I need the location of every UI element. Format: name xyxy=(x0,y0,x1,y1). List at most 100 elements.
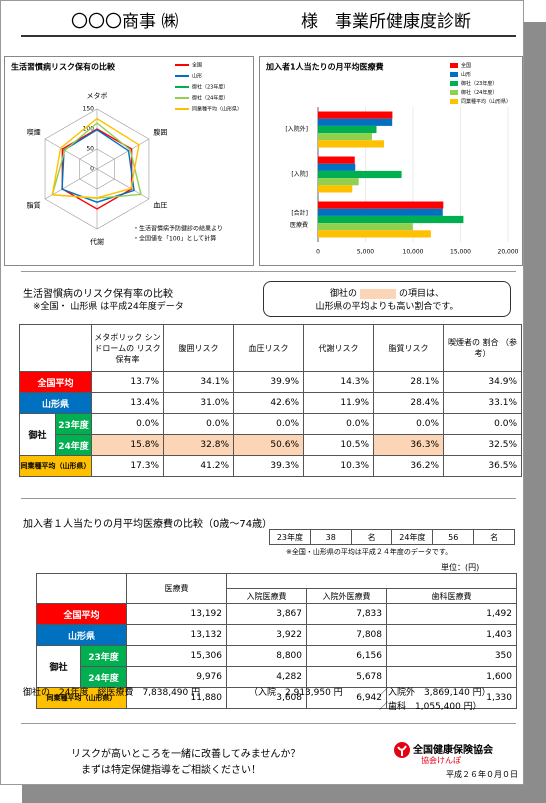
bar xyxy=(318,125,377,134)
header-cell: 歯科医療費 xyxy=(386,588,517,604)
count-cell: 24年度 xyxy=(391,529,434,545)
table-cell: 36.5% xyxy=(443,455,522,477)
table-row: 御社 23年度 15,306 8,800 6,156 350 xyxy=(36,645,517,688)
header-cell: 代謝リスク xyxy=(303,324,374,372)
table-row: 山形県 13.4% 31.0% 42.6% 11.9% 28.4% 33.1% xyxy=(19,392,522,414)
table-row: 御社 23年度 0.0% 0.0% 0.0% 0.0% 0.0% 0.0% xyxy=(19,413,522,456)
table-cell: 13,192 xyxy=(126,603,227,625)
table-cell: 1,492 xyxy=(386,603,517,625)
chart-note: ・全国値を「100」として計算 xyxy=(133,235,216,243)
table-row: 24年度 9,976 4,282 5,678 1,600 xyxy=(37,666,517,688)
bar xyxy=(318,178,359,186)
legend-label: 同業種平均（山形県） xyxy=(461,98,511,105)
chart-note: ・生活習慣病予防健診の結果より xyxy=(133,225,223,233)
table-cell: 0.0% xyxy=(373,413,444,435)
section-title: 加入者１人当たりの月平均医療費の比較（0歳～74歳） xyxy=(23,519,273,530)
table-cell: 0.0% xyxy=(303,413,374,435)
legend-label: 御社（23年度） xyxy=(192,84,228,91)
legend-text: 山形県の平均よりも高い割合です。 xyxy=(315,302,459,312)
table-cell: 3,867 xyxy=(226,603,307,625)
legend-label: 全国 xyxy=(461,62,471,69)
bar xyxy=(318,201,444,209)
axis-line xyxy=(44,168,98,200)
radar-panel: 生活習慣病リスク保有の比較 0 50 100 150 メタボ 腹囲 血圧 代謝 脂質 喫煙 全国 山形御… xyxy=(4,56,254,266)
header-rule xyxy=(21,35,516,37)
table-cell: 1,330 xyxy=(386,687,517,709)
header-cell: メタボリック シンドロームの リスク保有率 xyxy=(91,324,164,372)
footer-text: リスクが高いところを一緒に改善してみませんか？ xyxy=(71,749,301,760)
row-label: 全国平均 xyxy=(36,603,127,625)
section-rule xyxy=(21,271,516,272)
row-label: 全国平均 xyxy=(19,371,92,393)
table-cell: 36.3% xyxy=(373,434,444,456)
table-cell: 350 xyxy=(386,645,517,667)
table-cell: 39.3% xyxy=(233,455,304,477)
category-label: 脂質 xyxy=(27,201,41,210)
table-cell: 3,922 xyxy=(226,624,307,646)
category-label: メタボ xyxy=(87,91,108,100)
section-note: ※全国・ 山形県 は平成24年度データ xyxy=(33,302,184,312)
bar xyxy=(318,140,384,148)
x-tick-label: 5,000 xyxy=(357,249,374,256)
table-cell: 33.1% xyxy=(443,392,522,414)
date: 平成２６年０月０日 xyxy=(446,770,518,779)
axis-line xyxy=(44,138,98,170)
table-row: 全国平均 13,192 3,867 7,833 1,492 xyxy=(36,603,517,625)
table-cell: 3,608 xyxy=(226,687,307,709)
legend-swatch xyxy=(450,99,458,104)
header-cell xyxy=(226,573,517,589)
legend-swatch xyxy=(450,72,458,77)
count-cell: 56 xyxy=(432,529,475,545)
x-tick-label: 20,000 xyxy=(498,249,519,256)
legend-swatch xyxy=(450,90,458,95)
risk-table: メタボリック シンドロームの リスク保有率 腹囲リスク 血圧リスク 代謝リスク 脂質リス… xyxy=(19,324,522,477)
table-cell: 50.6% xyxy=(233,434,304,456)
table-cell: 10.5% xyxy=(303,434,374,456)
r-tick-label: 0 xyxy=(90,166,94,173)
row-label: 同業種平均（山形県） xyxy=(19,455,92,477)
legend-box: 御社の の項目は、 山形県の平均よりも高い割合です。 xyxy=(263,281,511,317)
row-label: 23年度 xyxy=(80,645,127,667)
header-row: 医療費 xyxy=(36,573,517,604)
legend-text: の項目は、 xyxy=(399,289,445,299)
legend-label: 同業種平均（山形県） xyxy=(192,106,242,113)
logo-icon xyxy=(394,742,410,758)
legend-label: 山形 xyxy=(192,73,202,80)
legend-label: 御社（24年度） xyxy=(461,89,497,96)
legend-label: 御社（23年度） xyxy=(461,80,497,87)
summary-text: ／歯科 1,055,400 円） xyxy=(379,702,482,712)
page: 〇〇〇商事 ㈱ 様 事業所健康度診断 生活習慣病リスク保有の比較 0 50 100 15… xyxy=(0,0,524,785)
series-line xyxy=(61,128,133,210)
table-cell: 39.9% xyxy=(233,371,304,393)
header-cell: 医療費 xyxy=(126,573,227,604)
table-cell: 13,132 xyxy=(126,624,227,646)
bar-panel: 加入者1人当たりの月平均医療費 0 5,000 10,000 15,000 20,000 [… xyxy=(259,56,523,266)
table-cell: 0.0% xyxy=(163,413,234,435)
table-cell: 15,306 xyxy=(126,645,227,667)
row-group-label: 御社 xyxy=(19,413,56,456)
footer-text: まずは特定保健指導をご相談ください！ xyxy=(81,765,261,776)
bar xyxy=(318,156,355,164)
table-cell: 41.2% xyxy=(163,455,234,477)
chart-title: 加入者1人当たりの月平均医療費 xyxy=(265,62,384,72)
bar xyxy=(318,118,393,126)
x-tick-label: 0 xyxy=(316,249,320,256)
legend-label: 山形 xyxy=(461,71,471,78)
row-label: 山形県 xyxy=(19,392,92,414)
table-cell: 0.0% xyxy=(91,413,164,435)
table-cell: 34.1% xyxy=(163,371,234,393)
table-cell: 13.7% xyxy=(91,371,164,393)
x-tick-label: 15,000 xyxy=(450,249,471,256)
legend-swatch xyxy=(450,81,458,86)
header-cell: 脂質リスク xyxy=(373,324,444,372)
section-rule xyxy=(21,723,516,724)
row-label: 24年度 xyxy=(55,434,92,456)
table-cell: 28.4% xyxy=(373,392,444,414)
bar xyxy=(318,163,356,171)
table-cell: 8,800 xyxy=(226,645,307,667)
table-cell: 6,156 xyxy=(306,645,387,667)
table-cell: 15.8% xyxy=(91,434,164,456)
legend-label: 全国 xyxy=(192,62,202,69)
table-cell: 32.8% xyxy=(163,434,234,456)
row-label: 山形県 xyxy=(36,624,127,646)
